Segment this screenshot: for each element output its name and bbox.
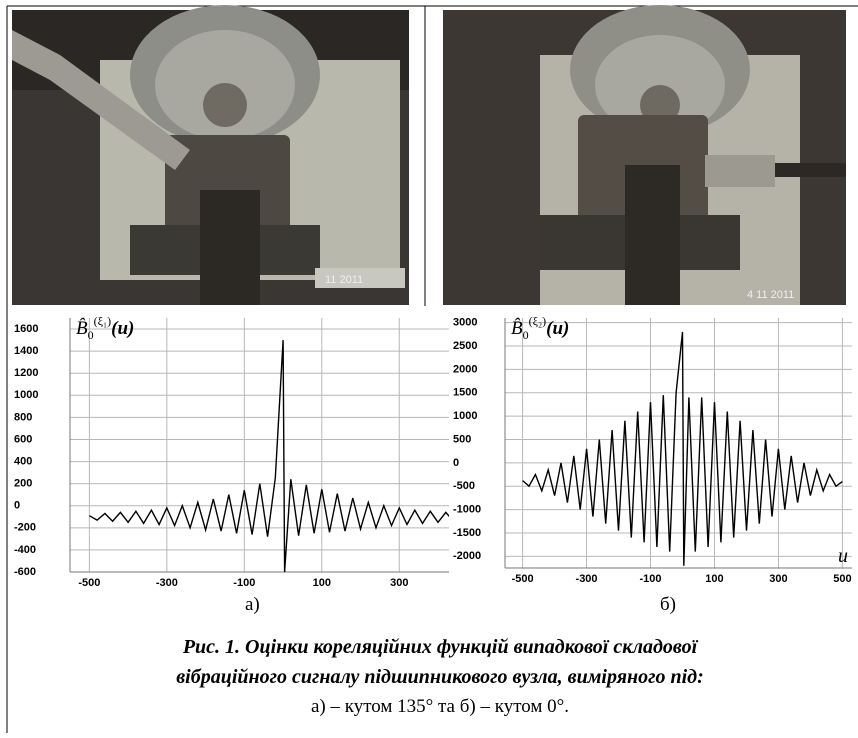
x-tick-label: 100 — [705, 573, 723, 585]
chart: -600-400-2000200400600800100012001400160… — [14, 314, 500, 615]
date-stamp: 11 2011 — [325, 274, 363, 286]
x-tick-label: -500 — [78, 577, 100, 589]
x-tick-label: 500 — [833, 573, 851, 585]
panel-label: б) — [660, 594, 676, 615]
y-tick-label: -2000 — [453, 550, 481, 562]
y-tick-label: 600 — [14, 433, 32, 445]
caption-line: вібраційного сигналу підшипникового вузл… — [176, 666, 704, 688]
y-label-base: B̂ — [511, 318, 523, 339]
x-axis-label: u — [838, 545, 848, 567]
y-tick-label: 800 — [14, 411, 32, 423]
y-tick-label: -500 — [453, 480, 475, 492]
y-tick-label: -600 — [14, 566, 36, 578]
data-line — [89, 340, 478, 573]
y-tick-label: 1200 — [14, 367, 38, 379]
photo-right: 4 11 2011 — [443, 5, 846, 305]
y-tick-label: 2500 — [453, 340, 477, 352]
y-tick-label: 0 — [14, 500, 20, 512]
y-tick-label: -400 — [14, 544, 36, 556]
x-tick-label: 300 — [769, 573, 787, 585]
y-label-base: B̂ — [76, 318, 88, 339]
x-tick-label: -500 — [512, 573, 534, 585]
x-tick-label: -100 — [640, 573, 662, 585]
x-tick-label: 100 — [313, 577, 331, 589]
y-tick-label: 1000 — [453, 410, 477, 422]
y-tick-label: 1000 — [14, 389, 38, 401]
y-axis-label: B̂0(ξ₁)(u) — [76, 314, 134, 342]
y-tick-label: -200 — [14, 522, 36, 534]
y-label-sup: (ξ₂) — [529, 314, 547, 328]
y-tick-label: 3000 — [453, 317, 477, 329]
panel-label: а) — [245, 594, 260, 615]
y-tick-label: 1400 — [14, 345, 38, 357]
caption-line: Рис. 1. Оцінки кореляційних функцій випа… — [182, 636, 699, 658]
y-tick-label: 400 — [14, 455, 32, 467]
y-tick-label: 200 — [14, 478, 32, 490]
y-tick-label: 1600 — [14, 323, 38, 335]
x-tick-label: -300 — [576, 573, 598, 585]
y-axis-label: B̂0(ξ₂)(u) — [511, 314, 569, 342]
y-tick-label: -1000 — [453, 503, 481, 515]
y-tick-label: -1500 — [453, 527, 481, 539]
chart: -2000-1500-1000-500050010001500200025003… — [449, 308, 854, 615]
x-tick-label: -100 — [233, 577, 255, 589]
caption-line: а) – кутом 135° та б) – кутом 0°. — [311, 696, 569, 717]
y-tick-label: 1500 — [453, 387, 477, 399]
y-label-sup: (ξ₁) — [94, 314, 112, 328]
y-label-sub: 0 — [88, 328, 94, 342]
date-stamp: 4 11 2011 — [747, 289, 794, 301]
y-tick-label: 0 — [453, 457, 459, 469]
x-tick-label: -300 — [156, 577, 178, 589]
y-tick-label: 2000 — [453, 363, 477, 375]
y-label-sub: 0 — [523, 328, 529, 342]
x-tick-label: 300 — [390, 577, 408, 589]
y-tick-label: 500 — [453, 433, 471, 445]
data-line — [522, 331, 843, 566]
y-label-arg: (u) — [546, 318, 569, 339]
photo-left: 11 2011 — [12, 5, 409, 305]
chart-background — [449, 308, 854, 588]
y-label-arg: (u) — [111, 318, 134, 339]
